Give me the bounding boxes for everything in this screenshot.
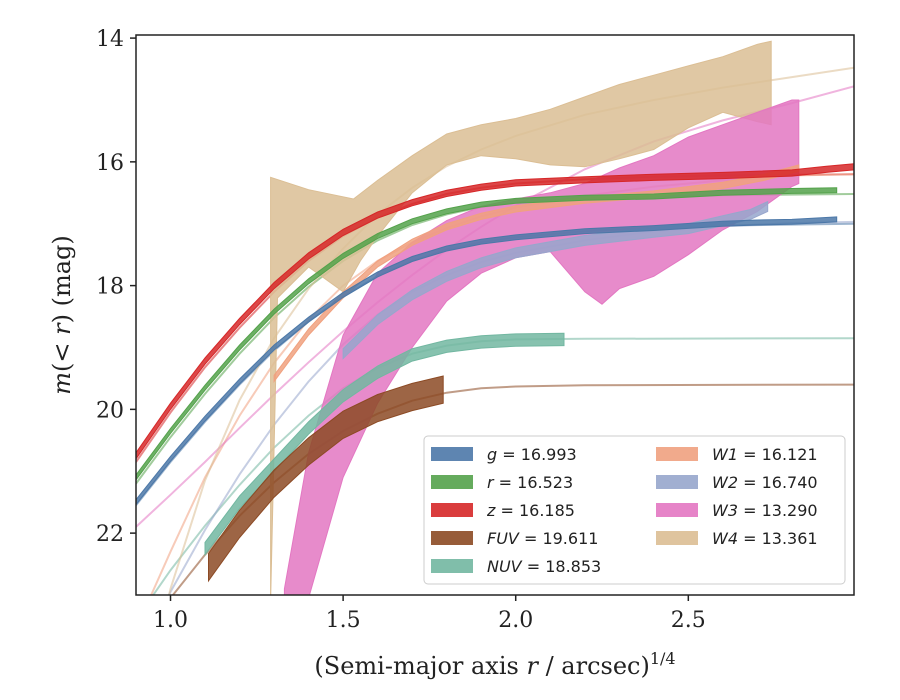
measured-band-FUV bbox=[208, 375, 444, 583]
x-axis: 1.0 1.5 2.0 2.5 bbox=[153, 595, 706, 633]
legend-swatch-r bbox=[431, 475, 473, 489]
legend-swatch-W1 bbox=[656, 447, 698, 461]
legend-swatch-g bbox=[431, 447, 473, 461]
legend: g = 16.993 r = 16.523 z = 16.185 FUV = 19.6… bbox=[423, 435, 846, 585]
legend-label-r: r = 16.523 bbox=[487, 473, 573, 492]
measured-profiles bbox=[136, 40, 854, 595]
y-tick-label: 14 bbox=[96, 27, 124, 52]
x-tick-label: 2.5 bbox=[671, 608, 706, 633]
y-tick-label: 22 bbox=[96, 522, 124, 547]
legend-label-W3: W3 = 13.290 bbox=[712, 501, 818, 520]
x-tick-label: 2.0 bbox=[498, 608, 533, 633]
y-axis-label: m(< r) (mag) bbox=[48, 235, 76, 395]
legend-label-W1: W1 = 16.121 bbox=[712, 445, 818, 464]
measured-band-NUV bbox=[204, 332, 565, 557]
legend-box bbox=[423, 435, 846, 585]
legend-swatch-W3 bbox=[656, 503, 698, 517]
legend-swatch-NUV bbox=[431, 559, 473, 573]
legend-swatch-FUV bbox=[431, 531, 473, 545]
legend-label-z: z = 16.185 bbox=[486, 501, 575, 520]
x-tick-label: 1.5 bbox=[326, 608, 361, 633]
legend-swatch-W4 bbox=[656, 531, 698, 545]
legend-label-NUV: NUV = 18.853 bbox=[487, 557, 601, 576]
legend-label-W2: W2 = 16.740 bbox=[712, 473, 818, 492]
legend-label-W4: W4 = 13.361 bbox=[712, 529, 818, 548]
x-tick-label: 1.0 bbox=[153, 608, 188, 633]
y-tick-label: 18 bbox=[96, 275, 124, 300]
measured-band-r bbox=[136, 187, 838, 481]
x-axis-label: (Semi-major axis r / arcsec)1/4 bbox=[314, 649, 675, 680]
y-tick-label: 16 bbox=[96, 151, 124, 176]
measured-band-z bbox=[136, 163, 854, 460]
measured-band-W2 bbox=[342, 200, 769, 360]
legend-label-FUV: FUV = 19.611 bbox=[487, 529, 598, 548]
plot-frame bbox=[135, 34, 855, 596]
legend-swatch-z bbox=[431, 503, 473, 517]
legend-label-g: g = 16.993 bbox=[487, 445, 577, 464]
legend-swatch-W2 bbox=[656, 475, 698, 489]
y-axis: 14 16 18 20 22 bbox=[96, 27, 136, 547]
measured-band-g bbox=[136, 216, 838, 506]
measured-band-W3 bbox=[283, 99, 800, 595]
y-tick-label: 20 bbox=[96, 398, 124, 423]
